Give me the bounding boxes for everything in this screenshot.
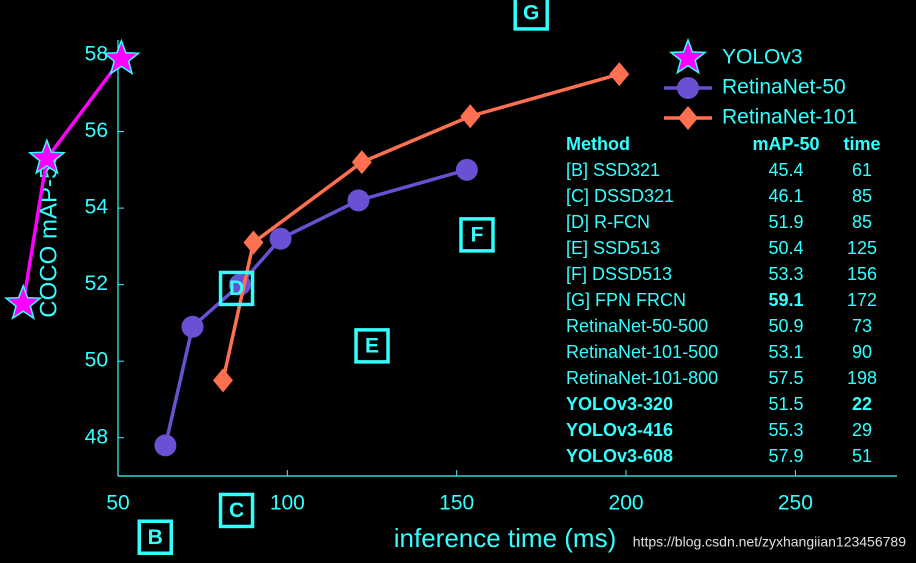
letter-label: E — [365, 334, 379, 357]
y-axis-label: COCO mAP-50 — [35, 152, 62, 317]
y-tick-label: 48 — [85, 425, 108, 448]
letter-label: C — [229, 499, 244, 522]
table-method: [E] SSD513 — [566, 238, 660, 258]
table-time: 51 — [852, 446, 872, 466]
series-line — [163, 168, 468, 446]
star-marker — [27, 138, 67, 175]
y-tick-label: 50 — [85, 349, 108, 372]
table-method: [C] DSSD321 — [566, 186, 674, 206]
circle-marker — [154, 434, 177, 457]
table-header: mAP-50 — [752, 134, 819, 154]
table-map: 53.3 — [768, 264, 803, 284]
table-map: 46.1 — [768, 186, 803, 206]
y-tick-label: 58 — [85, 43, 108, 66]
table-map: 57.5 — [768, 368, 803, 388]
diamond-marker — [609, 62, 630, 87]
table-method: [B] SSD321 — [566, 160, 660, 180]
table-method: RetinaNet-101-500 — [566, 342, 718, 362]
letter-box — [459, 217, 495, 253]
y-tick-label: 52 — [85, 272, 108, 295]
y-tick-label: 56 — [85, 119, 108, 142]
table-method: [D] R-FCN — [566, 212, 650, 232]
table-time: 85 — [852, 186, 872, 206]
watermark: https://blog.csdn.net/zyxhangiian1234567… — [633, 534, 906, 550]
table-map: 59.1 — [768, 290, 803, 310]
table-map: 57.9 — [768, 446, 803, 466]
table-header: time — [843, 134, 880, 154]
series-line — [221, 72, 620, 381]
circle-marker — [455, 158, 478, 181]
legend-label: YOLOv3 — [722, 46, 803, 69]
table-time: 73 — [852, 316, 872, 336]
table-time: 29 — [852, 420, 872, 440]
table-method: RetinaNet-50-500 — [566, 316, 708, 336]
legend-marker — [678, 106, 698, 130]
letter-box — [354, 328, 390, 364]
table-map: 45.4 — [768, 160, 803, 180]
diamond-marker — [351, 150, 372, 175]
table-time: 172 — [847, 290, 877, 310]
table-time: 90 — [852, 342, 872, 362]
x-tick-label: 250 — [778, 492, 813, 515]
circle-marker — [347, 189, 370, 212]
table-map: 50.4 — [768, 238, 803, 258]
x-tick-label: 150 — [439, 492, 474, 515]
table-method: [F] DSSD513 — [566, 264, 672, 284]
circle-marker — [181, 315, 204, 338]
table-method: RetinaNet-101-800 — [566, 368, 718, 388]
table-time: 198 — [847, 368, 877, 388]
x-tick-label: 200 — [609, 492, 644, 515]
table-time: 125 — [847, 238, 877, 258]
table-method: YOLOv3-608 — [566, 446, 673, 466]
table-map: 51.9 — [768, 212, 803, 232]
diamond-marker — [243, 230, 264, 255]
x-tick-label: 50 — [106, 492, 129, 515]
x-tick-label: 100 — [270, 492, 305, 515]
table-time: 22 — [852, 394, 872, 414]
x-axis-label: inference time (ms) — [394, 523, 617, 553]
letter-box — [137, 519, 174, 555]
table-time: 156 — [847, 264, 877, 284]
table-map: 50.9 — [768, 316, 803, 336]
letter-box — [218, 492, 255, 529]
legend-marker — [677, 77, 699, 99]
legend-marker — [668, 37, 708, 75]
table-method: YOLOv3-416 — [566, 420, 673, 440]
star-marker — [102, 38, 141, 76]
table-header: Method — [566, 134, 630, 154]
legend-label: RetinaNet-50 — [722, 76, 846, 99]
diamond-marker — [212, 368, 233, 393]
y-tick-label: 54 — [85, 196, 109, 219]
letter-box — [513, 0, 549, 31]
letter-label: B — [148, 526, 163, 549]
letter-label: D — [229, 277, 244, 300]
letter-label: G — [523, 1, 539, 24]
table-map: 51.5 — [768, 394, 803, 414]
table-method: [G] FPN FRCN — [566, 290, 686, 310]
table-map: 53.1 — [768, 342, 803, 362]
circle-marker — [269, 227, 292, 250]
letter-box — [218, 270, 255, 307]
legend-label: RetinaNet-101 — [722, 106, 857, 129]
letter-label: F — [471, 223, 484, 246]
table-time: 85 — [852, 212, 872, 232]
table-time: 61 — [852, 160, 872, 180]
table-map: 55.3 — [768, 420, 803, 440]
diamond-marker — [460, 104, 481, 129]
star-marker — [3, 283, 43, 321]
table-method: YOLOv3-320 — [566, 394, 673, 414]
